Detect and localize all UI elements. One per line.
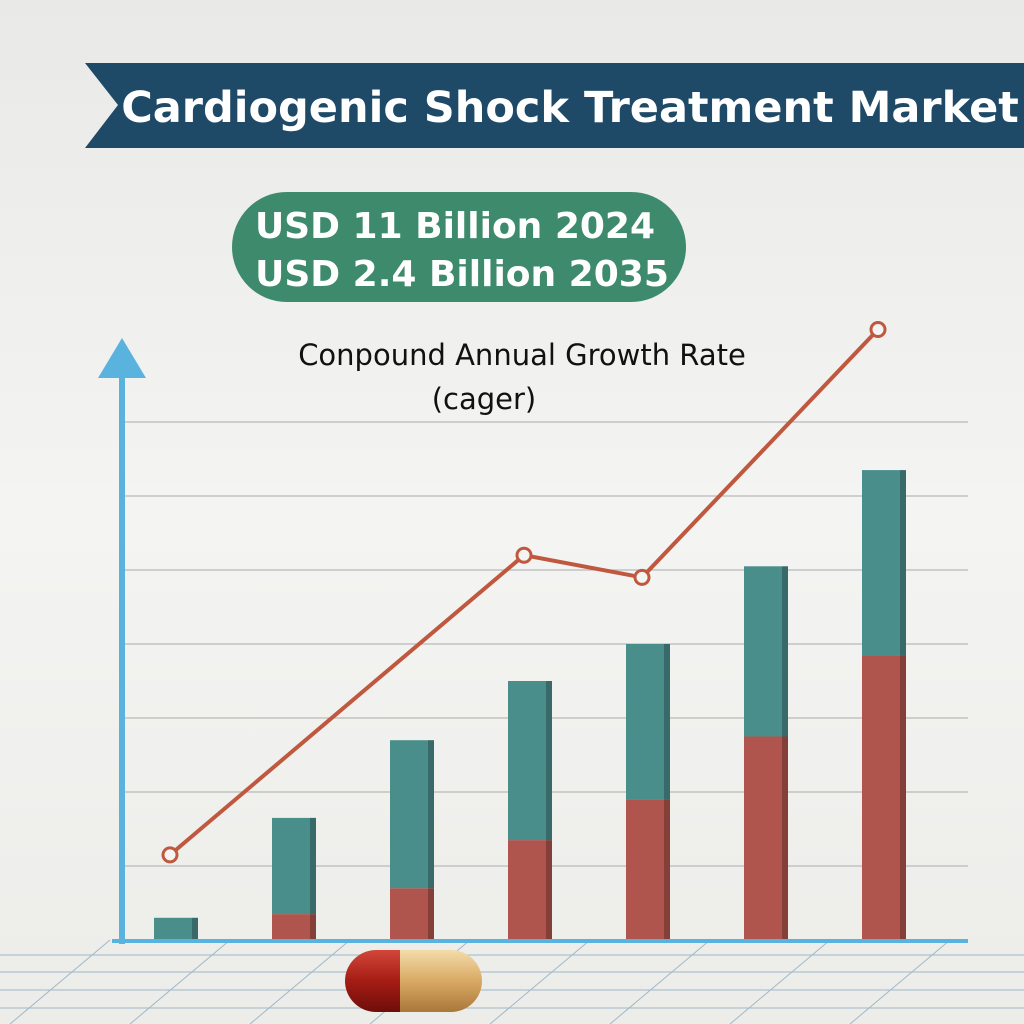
line <box>168 328 880 857</box>
badge <box>232 192 686 302</box>
bar-side <box>428 740 434 889</box>
bar-segment <box>508 681 552 841</box>
bar-side <box>900 470 906 656</box>
bar-segment <box>154 917 198 940</box>
line-point <box>869 321 887 338</box>
bar-side <box>664 799 670 940</box>
bar-segment <box>744 736 788 940</box>
title-banner <box>85 63 1024 148</box>
bar-segment <box>744 566 788 737</box>
bar-side <box>192 917 198 940</box>
badge-line: USD 11 Billion 2024 <box>255 206 655 247</box>
bar-segment <box>508 840 552 940</box>
bar-side <box>900 655 906 940</box>
bar-side <box>546 840 552 940</box>
axis-arrow <box>98 338 146 378</box>
bar-side <box>310 914 316 940</box>
bar-segment <box>390 888 434 940</box>
bar-segment <box>626 644 670 800</box>
bar-segment <box>272 914 316 940</box>
badge-line: USD 2.4 Billion 2035 <box>255 254 669 295</box>
bar-side <box>664 644 670 800</box>
subtitle: (cager) <box>432 382 537 416</box>
line-point <box>515 546 533 564</box>
bar-side <box>782 566 788 737</box>
subtitle: Conpound Annual Growth Rate <box>298 338 746 372</box>
line-point <box>161 846 179 864</box>
bar-segment <box>626 799 670 940</box>
bar-side <box>782 736 788 940</box>
bar-side <box>428 888 434 940</box>
chart-title: Cardiogenic Shock Treatment Market <box>121 83 1019 133</box>
bar-segment <box>862 655 906 940</box>
line-point <box>633 568 651 586</box>
bar-side <box>546 681 552 841</box>
bar-side <box>310 817 316 915</box>
capsule <box>345 950 482 1012</box>
bar-segment <box>390 740 434 889</box>
bar-segment <box>272 817 316 915</box>
bar-segment <box>862 470 906 656</box>
